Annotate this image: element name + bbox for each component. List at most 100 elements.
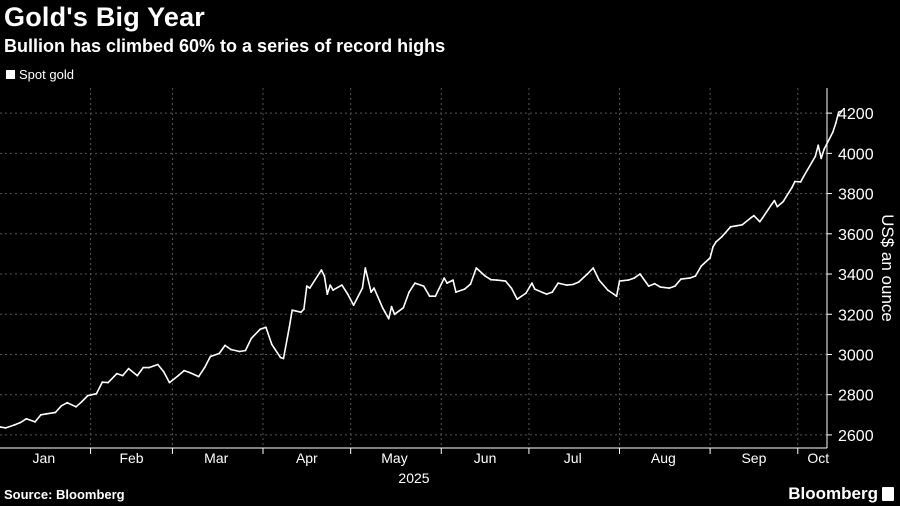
data-point	[148, 366, 150, 369]
data-point	[86, 394, 89, 397]
data-point	[709, 257, 711, 259]
y-tick-label: 3000	[838, 347, 874, 364]
data-point	[13, 424, 16, 426]
data-point	[566, 284, 568, 286]
x-tick-label: Jul	[564, 450, 582, 466]
data-point	[758, 220, 761, 223]
x-tick-label: Aug	[651, 450, 676, 466]
data-point	[75, 405, 77, 408]
data-point	[408, 291, 410, 293]
source-note: Source: Bloomberg	[4, 487, 125, 502]
data-point	[364, 267, 367, 269]
data-point	[729, 225, 732, 228]
data-point	[329, 284, 332, 286]
data-point	[741, 223, 744, 226]
data-point	[817, 144, 820, 147]
x-tick-label: May	[381, 450, 407, 466]
data-point	[571, 283, 574, 286]
data-point	[218, 352, 221, 355]
data-point	[469, 283, 472, 285]
data-point	[794, 180, 796, 183]
data-point	[25, 417, 28, 420]
data-point	[303, 308, 305, 311]
brand-name: Bloomberg	[788, 484, 878, 503]
data-point	[814, 155, 817, 158]
chart-subtitle: Bullion has climbed 60% to a series of r…	[4, 36, 446, 56]
data-point	[837, 111, 840, 113]
data-point	[341, 284, 343, 286]
data-point	[761, 216, 764, 219]
data-point	[773, 199, 776, 202]
data-point	[352, 304, 355, 307]
x-tick-label: Sep	[741, 450, 766, 466]
data-point	[265, 326, 267, 329]
bloomberg-logo: Bloomberg	[788, 484, 894, 504]
legend-swatch	[6, 70, 15, 79]
data-point	[484, 275, 486, 277]
y-tick-label: 2600	[838, 428, 874, 445]
x-tick-label: Mar	[204, 450, 228, 466]
data-point	[823, 148, 825, 151]
y-tick-label: 3400	[838, 267, 874, 284]
data-point	[288, 326, 291, 329]
data-point	[834, 122, 837, 125]
data-point	[791, 186, 793, 189]
x-tick-label: Feb	[119, 450, 143, 466]
data-point	[694, 275, 697, 277]
data-point	[811, 160, 814, 163]
data-point	[434, 295, 437, 298]
data-point	[577, 281, 580, 283]
data-point	[680, 278, 682, 280]
data-point	[300, 311, 302, 314]
data-point	[688, 277, 691, 279]
data-point	[390, 305, 393, 308]
data-point	[639, 273, 641, 275]
data-point	[305, 285, 308, 287]
data-point	[162, 370, 165, 373]
data-point	[259, 328, 261, 331]
data-point	[414, 282, 416, 284]
data-point	[361, 287, 364, 289]
data-point	[230, 348, 232, 351]
data-point	[668, 287, 671, 289]
data-point	[831, 131, 834, 134]
data-point	[282, 357, 285, 360]
data-point	[750, 216, 752, 219]
data-point	[402, 306, 405, 309]
legend: Spot gold	[6, 67, 74, 82]
data-point	[19, 421, 22, 424]
legend-label: Spot gold	[19, 67, 74, 82]
y-axis-label: US$ an ounce	[878, 214, 897, 322]
data-point	[715, 241, 717, 243]
data-point	[776, 205, 779, 208]
data-point	[525, 292, 527, 294]
y-tick-label: 3800	[838, 187, 874, 204]
data-point	[381, 307, 384, 310]
data-point	[370, 291, 372, 293]
data-point	[586, 273, 589, 275]
data-point	[455, 291, 457, 293]
data-point	[323, 275, 326, 277]
data-point	[446, 282, 448, 284]
data-point	[95, 392, 98, 395]
y-tick-label: 4200	[838, 106, 874, 123]
data-point	[612, 293, 615, 295]
data-point	[490, 278, 492, 281]
series-line-spot-gold	[0, 110, 843, 429]
data-point	[770, 203, 773, 206]
data-point	[615, 295, 618, 298]
x-tick-label: Oct	[807, 450, 829, 466]
data-point	[183, 369, 186, 372]
data-point	[238, 350, 241, 353]
data-point	[598, 279, 600, 281]
data-point	[107, 381, 109, 384]
data-point	[209, 355, 212, 358]
data-point	[244, 349, 247, 352]
data-point	[308, 287, 311, 289]
data-point	[495, 279, 498, 281]
data-point	[551, 291, 554, 293]
data-point	[627, 279, 630, 281]
data-point	[475, 267, 478, 269]
data-point	[674, 285, 676, 287]
data-point	[653, 282, 656, 285]
